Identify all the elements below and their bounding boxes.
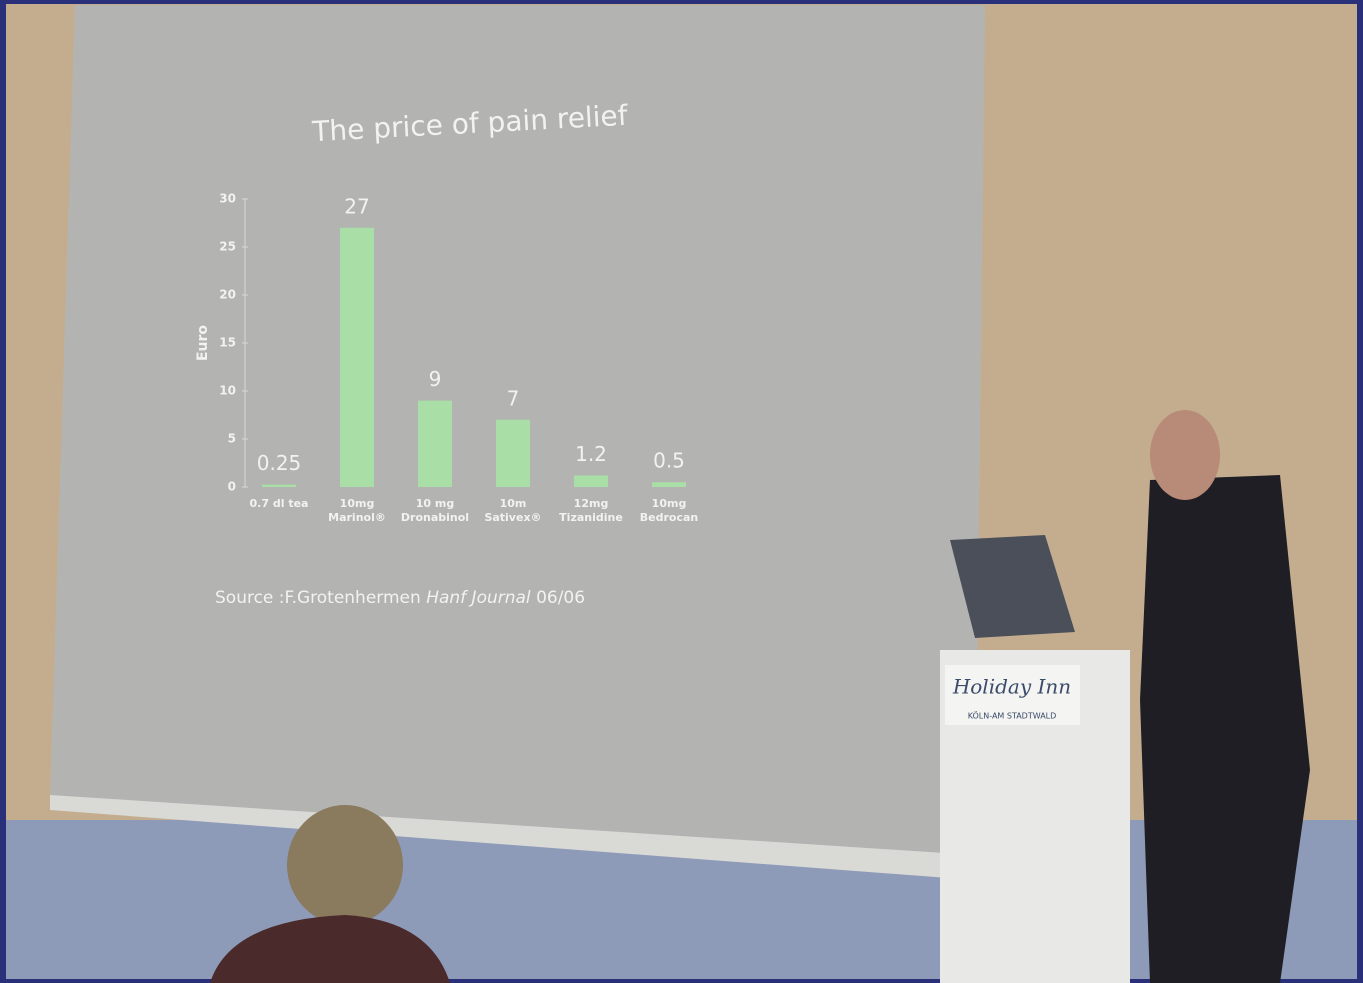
bar: [418, 400, 452, 487]
bar: [652, 482, 686, 487]
x-tick-label: 0.7 dl tea: [249, 497, 309, 510]
laptop: [950, 535, 1075, 638]
y-tick-label: 25: [219, 240, 236, 254]
y-tick-label: 20: [219, 288, 236, 302]
y-tick-label: 30: [219, 192, 236, 206]
bar: [496, 419, 530, 487]
speaker: [1140, 475, 1310, 983]
value-label: 9: [429, 367, 442, 391]
y-tick-label: 15: [219, 336, 236, 350]
y-tick-label: 0: [228, 480, 236, 494]
x-tick-label: 12mg Tizanidine: [559, 497, 623, 524]
bar: [340, 227, 374, 488]
source: Source :F.Grotenhermen Hanf Journal 06/0…: [215, 588, 585, 608]
bar: [574, 475, 608, 487]
y-axis-label: Euro: [195, 325, 211, 361]
value-label: 7: [507, 386, 520, 410]
source-prefix: Source :F.Grotenhermen: [215, 588, 421, 608]
podium: [940, 650, 1130, 983]
x-tick-label: 10mg Bedrocan: [639, 497, 699, 524]
y-tick-label: 10: [219, 384, 236, 398]
x-tick-label: 10m Sativex®: [484, 497, 542, 524]
source-journal: Hanf Journal: [426, 588, 531, 608]
source-date: 06/06: [536, 588, 585, 608]
speaker-head: [1150, 410, 1220, 500]
bar: [262, 484, 296, 487]
x-tick-label: 10 mg Dronabinol: [400, 497, 470, 524]
value-label: 0.5: [653, 449, 685, 473]
value-label: 0.25: [257, 451, 302, 475]
value-label: 27: [344, 194, 369, 218]
screen-bar: [50, 795, 975, 880]
podium-sign: [945, 665, 1080, 725]
value-label: 1.2: [575, 442, 607, 466]
sign-location: KÖLN-AM STADTWALD: [968, 711, 1057, 721]
audience-head: [287, 805, 403, 925]
x-tick-label: 10mg Marinol®: [328, 497, 386, 524]
sign-brand: Holiday Inn: [952, 675, 1071, 699]
audience-body: [210, 915, 450, 983]
y-tick-label: 5: [228, 432, 236, 446]
